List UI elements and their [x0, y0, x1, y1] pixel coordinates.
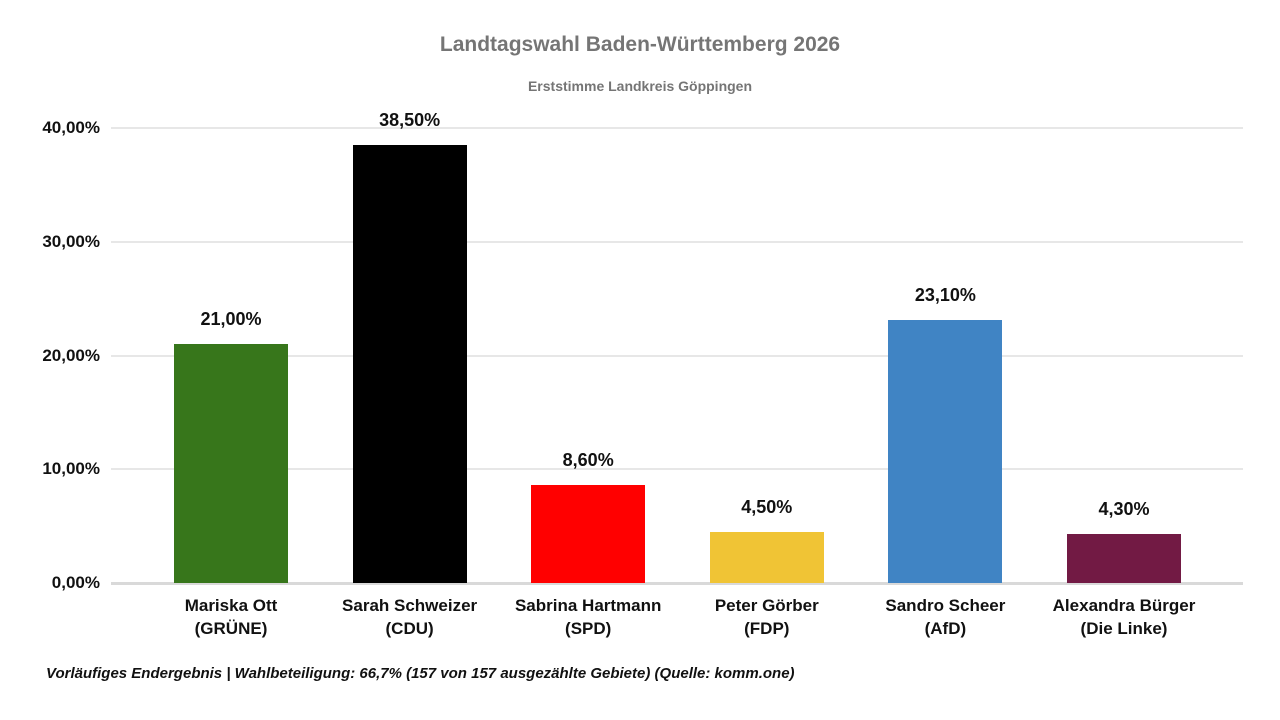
y-axis-tick-label: 30,00% [42, 231, 100, 251]
y-axis-tick-label: 20,00% [42, 345, 100, 365]
candidate-name: Alexandra Bürger [1052, 596, 1196, 615]
x-axis-category-label: Sabrina Hartmann (SPD) [493, 594, 683, 640]
x-axis-category-label: Mariska Ott (GRÜNE) [136, 594, 326, 640]
gridline [111, 468, 1243, 471]
y-axis-tick-label: 40,00% [42, 118, 100, 137]
bar-value-label: 23,10% [914, 285, 976, 306]
party-name: (AfD) [924, 619, 967, 638]
bar-fdp [709, 531, 824, 583]
party-name: (GRÜNE) [194, 619, 268, 638]
x-axis-category-label: Alexandra Bürger (Die Linke) [1029, 594, 1219, 640]
bar-spd [531, 485, 646, 583]
candidate-name: Peter Görber [714, 596, 819, 615]
chart-subtitle: Erststimme Landkreis Göppingen [527, 78, 753, 94]
party-name: (FDP) [744, 619, 790, 638]
bar-value-label: 21,00% [200, 309, 262, 330]
x-axis-category-label: Sarah Schweizer (CDU) [315, 594, 505, 640]
bar-die-linke [1067, 534, 1181, 583]
bar-value-label: 4,30% [1098, 499, 1150, 520]
bar-grüne [174, 344, 288, 583]
party-name: (CDU) [385, 619, 434, 638]
footer-note: Vorläufiges Endergebnis | Wahlbeteiligun… [46, 665, 795, 682]
gridline [111, 127, 1243, 129]
x-axis-baseline [111, 582, 1243, 585]
bar-afd [888, 320, 1003, 583]
chart-title: Landtagswahl Baden-Württemberg 2026 [439, 33, 841, 56]
candidate-name: Sandro Scheer [885, 596, 1006, 615]
bar-cdu [352, 145, 467, 583]
party-name: (Die Linke) [1080, 619, 1168, 638]
y-axis-tick-label: 10,00% [42, 459, 100, 479]
x-axis-category-label: Peter Görber (FDP) [672, 594, 862, 640]
candidate-name: Mariska Ott [184, 596, 278, 615]
x-axis-category-label: Sandro Scheer (AfD) [850, 594, 1040, 640]
party-name: (SPD) [565, 619, 612, 638]
bar-value-label: 8,60% [562, 450, 614, 471]
bar-value-label: 4,50% [741, 496, 793, 517]
gridline [111, 354, 1243, 357]
candidate-name: Sarah Schweizer [342, 596, 478, 615]
candidate-name: Sabrina Hartmann [514, 596, 662, 615]
y-axis-tick-label: 0,00% [51, 573, 100, 592]
gridline [111, 240, 1243, 243]
bar-value-label: 38,50% [379, 110, 441, 131]
